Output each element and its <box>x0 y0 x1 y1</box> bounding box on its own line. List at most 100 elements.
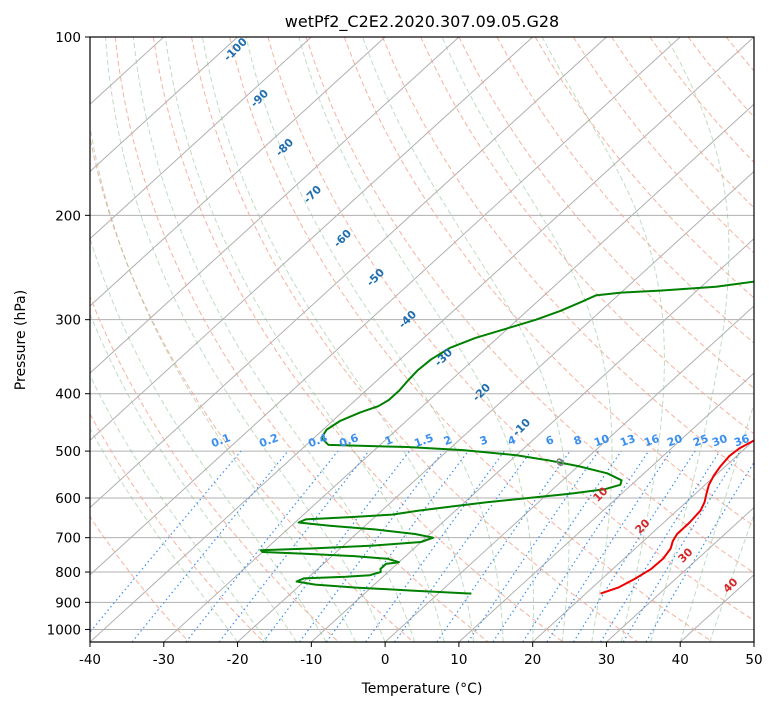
isotherm-line <box>163 103 754 642</box>
moist-adiabat-line <box>245 37 504 642</box>
moist-adiabat-line <box>90 374 268 642</box>
dry-adiabat-line <box>343 37 754 527</box>
mixing-ratio-line <box>436 450 571 642</box>
mixing-ratio-label: 0.6 <box>337 431 360 450</box>
moist-adiabat-line <box>709 513 754 642</box>
y-tick-label: 500 <box>55 444 81 460</box>
plot-frame <box>89 36 755 643</box>
moist-adiabat-line <box>362 37 570 642</box>
dry-adiabat-line <box>687 37 754 118</box>
y-axis-ticks: 100 200 300 400 500 600 700 800 900 1000 <box>47 30 90 638</box>
isotherm-line <box>384 305 754 642</box>
mixing-ratio-label: 30 <box>710 432 729 450</box>
y-tick-label: 100 <box>55 30 81 46</box>
mixing-ratio-label: 36 <box>732 432 751 450</box>
dry-adiabat-line <box>572 37 754 254</box>
temperature-series <box>600 439 754 595</box>
dry-adiabat-line <box>90 295 339 642</box>
isotherm-line <box>90 37 460 374</box>
mixing-ratio-line <box>546 450 672 642</box>
x-tick-label: 50 <box>745 652 762 668</box>
data-series <box>259 280 754 595</box>
dry-adiabat-label: -90 <box>248 87 271 110</box>
moist-adiabat-line <box>90 312 298 642</box>
mixing-ratio-label: 20 <box>665 432 684 450</box>
dry-adiabat-line <box>496 37 754 344</box>
isotherm-line <box>90 37 312 240</box>
mixing-ratio-line <box>90 450 242 633</box>
dry-adiabat-line <box>725 37 754 72</box>
dry-adiabat-line <box>191 37 639 642</box>
moist-adiabat-line <box>679 401 754 642</box>
isotherm-line <box>90 37 754 642</box>
mixing-ratio-label: 1 <box>383 433 395 448</box>
mixing-ratio-label: 3 <box>478 433 490 448</box>
isotherm-line <box>753 641 754 642</box>
dewpoint-series <box>259 280 754 595</box>
isotherm-line <box>90 37 534 442</box>
dry-adiabat-label: 40 <box>721 575 741 595</box>
x-tick-label: 0 <box>381 652 390 668</box>
mixing-ratio-line <box>622 450 741 642</box>
mixing-ratio-line <box>522 450 650 642</box>
isotherm-line <box>532 439 754 642</box>
dry-adiabat-line <box>267 37 754 622</box>
dry-adiabat-label: -100 <box>221 35 250 64</box>
mixing-ratio-line <box>185 450 339 642</box>
moist-adiabat-line <box>105 37 386 642</box>
mixing-ratio-label: 4 <box>506 433 518 448</box>
y-tick-label: 200 <box>55 208 81 224</box>
mixing-ratio-label: 25 <box>691 432 710 449</box>
moist-adiabat-line <box>90 236 327 642</box>
x-tick-label: -10 <box>300 652 322 668</box>
x-axis-label: Temperature (°C) <box>361 681 483 697</box>
dry-adiabat-label: 20 <box>633 516 653 536</box>
isotherm-line <box>606 506 754 642</box>
x-tick-label: 20 <box>524 652 541 668</box>
isotherm-line <box>458 372 754 642</box>
moist-adiabat-line <box>541 37 665 642</box>
mixing-ratio-label: 13 <box>618 432 637 449</box>
dry-adiabat-line <box>764 37 775 642</box>
y-tick-label: 900 <box>55 595 81 611</box>
mixing-ratio-line <box>467 450 599 642</box>
x-tick-label: 10 <box>450 652 467 668</box>
y-tick-label: 400 <box>55 387 81 403</box>
moist-adiabat-line <box>90 427 238 642</box>
dry-adiabat-label: -80 <box>273 136 296 159</box>
dry-adiabat-line <box>90 515 190 642</box>
mixing-ratio-line <box>131 450 289 642</box>
mixing-ratio-label: 1.5 <box>412 431 435 450</box>
dry-adiabat-line <box>611 37 754 209</box>
dry-adiabat-line <box>152 37 564 642</box>
dry-adiabat-line <box>114 37 489 642</box>
mixing-ratio-label: 6 <box>544 433 556 448</box>
dry-adiabat-label: 30 <box>676 545 696 565</box>
mixing-ratio-line <box>645 461 754 642</box>
moist-adiabat-line <box>90 123 357 642</box>
y-tick-label: 700 <box>55 531 81 547</box>
mixing-ratio-label: 10 <box>592 432 611 450</box>
x-tick-label: -20 <box>227 652 249 668</box>
mixing-ratio-label: 0.4 <box>306 431 329 450</box>
y-tick-label: 600 <box>55 491 81 507</box>
isotherm-line <box>90 37 238 173</box>
dry-adiabat-label: -50 <box>364 266 387 289</box>
dry-adiabat-line <box>534 37 754 299</box>
dry-adiabat-label: 10 <box>591 484 611 504</box>
x-tick-label: -30 <box>153 652 175 668</box>
dry-adiabat-line <box>305 37 754 574</box>
y-tick-label: 1000 <box>47 622 81 638</box>
x-tick-label: 30 <box>598 652 615 668</box>
x-tick-label: -40 <box>79 652 101 668</box>
mixing-ratio-label: 2 <box>442 433 454 448</box>
mixing-ratio-line <box>262 450 410 642</box>
x-tick-label: 40 <box>672 652 689 668</box>
mixing-ratio-label: 8 <box>572 433 584 448</box>
mixing-ratio-line <box>600 450 721 642</box>
dry-adiabat-label: -60 <box>331 227 354 250</box>
moist-adiabat-line <box>298 37 534 642</box>
y-axis-label: Pressure (hPa) <box>13 290 29 390</box>
isotherm-line <box>237 170 754 642</box>
